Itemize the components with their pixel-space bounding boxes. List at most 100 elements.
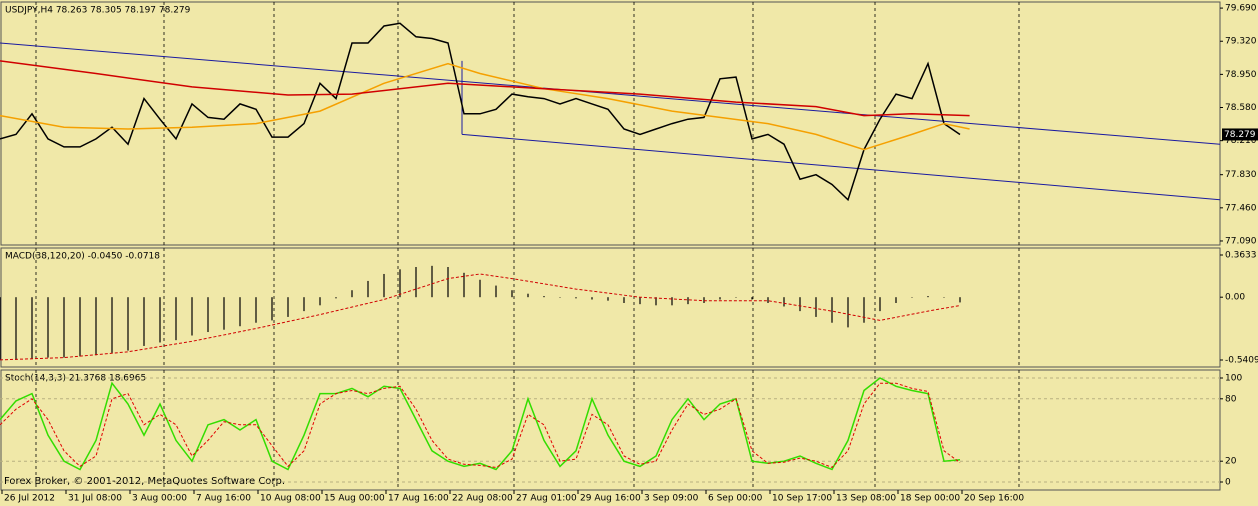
macd-bar	[527, 293, 529, 298]
x-tick-label: 31 Jul 08:00	[68, 494, 122, 504]
macd-bar	[79, 297, 81, 357]
macd-bar	[751, 297, 753, 300]
macd-bar	[767, 297, 769, 303]
macd-bar	[671, 297, 673, 306]
y-tick-label: 20	[1225, 457, 1237, 467]
y-tick-label: 0	[1225, 477, 1231, 487]
macd-bar	[159, 297, 161, 343]
macd-bar	[287, 297, 289, 317]
y-tick-label: -0.5409	[1225, 355, 1258, 365]
macd-bar	[863, 297, 865, 323]
x-tick-label: 15 Aug 00:00	[324, 494, 385, 504]
macd-bar	[399, 269, 401, 298]
x-tick-label: 27 Aug 01:00	[516, 494, 577, 504]
macd-bar	[815, 297, 817, 317]
macd-bar	[191, 297, 193, 336]
macd-bar	[47, 297, 49, 358]
series-line	[0, 273, 961, 361]
x-tick-label: 22 Aug 08:00	[452, 494, 513, 504]
macd-bar	[655, 297, 657, 306]
macd-bar	[463, 272, 465, 298]
series-line	[0, 60, 970, 117]
macd-bar	[799, 297, 801, 312]
macd-bar	[415, 266, 417, 298]
x-tick-label: 3 Sep 09:00	[644, 494, 699, 504]
y-tick-label: 78.950	[1225, 70, 1257, 80]
macd-bar	[559, 297, 561, 298]
macd-bar	[575, 297, 577, 299]
x-tick-label: 3 Aug 00:00	[132, 494, 187, 504]
y-tick-label: 77.090	[1225, 236, 1257, 246]
y-tick-label: 78.580	[1225, 103, 1257, 113]
x-tick-label: 6 Sep 00:00	[708, 494, 763, 504]
macd-bar	[303, 297, 305, 312]
x-tick-label: 13 Sep 08:00	[836, 494, 896, 504]
macd-bar	[479, 279, 481, 298]
macd-bar	[127, 297, 129, 351]
y-tick-label: 0.3633	[1225, 251, 1257, 261]
macd-panel	[0, 247, 1221, 368]
macd-bar	[175, 297, 177, 341]
x-tick-label: 10 Sep 17:00	[772, 494, 832, 504]
x-tick-label: 26 Jul 2012	[4, 494, 55, 504]
macd-bar	[383, 273, 385, 298]
macd-bar	[959, 297, 961, 303]
macd-bar	[239, 297, 241, 327]
macd-bar	[143, 297, 145, 346]
y-tick-label: 100	[1225, 374, 1242, 384]
macd-bar	[223, 297, 225, 330]
macd-bar	[335, 297, 337, 299]
macd-bar	[255, 297, 257, 323]
macd-bar	[623, 297, 625, 303]
macd-title: MACD(38,120,20) -0.0450 -0.0718	[5, 252, 160, 262]
macd-bar	[687, 297, 689, 305]
y-tick-label: 0.00	[1225, 293, 1245, 303]
series-line	[0, 382, 961, 468]
price-panel	[0, 1, 1221, 246]
last-price-label: 78.279	[1224, 130, 1256, 140]
price-title: USDJPY,H4 78.263 78.305 78.197 78.279	[5, 6, 191, 16]
macd-bar	[495, 285, 497, 298]
macd-bar	[783, 297, 785, 307]
x-tick-label: 17 Aug 16:00	[388, 494, 449, 504]
macd-bar	[719, 297, 721, 300]
macd-bar	[591, 297, 593, 300]
macd-bar	[735, 297, 737, 298]
x-tick-label: 7 Aug 16:00	[196, 494, 251, 504]
macd-bar	[431, 265, 433, 298]
series-line	[0, 22, 961, 202]
macd-bar	[15, 297, 17, 360]
y-tick-label: 78.210	[1225, 136, 1257, 146]
macd-bar	[207, 297, 209, 333]
macd-bar	[319, 297, 321, 306]
macd-bar	[351, 290, 353, 298]
macd-bar	[927, 296, 929, 298]
macd-bar	[95, 297, 97, 356]
macd-bar	[367, 280, 369, 298]
macd-bar	[943, 297, 945, 298]
macd-bar	[879, 297, 881, 312]
x-tick-label: 10 Aug 08:00	[260, 494, 321, 504]
y-tick-label: 77.460	[1225, 203, 1257, 213]
stoch-panel	[0, 369, 1221, 491]
y-tick-label: 77.830	[1225, 170, 1257, 180]
macd-bar	[895, 297, 897, 303]
macd-bar	[511, 290, 513, 298]
stoch-title: Stoch(14,3,3) 21.3768 18.6965	[5, 374, 146, 384]
macd-bar	[63, 297, 65, 358]
series-line	[0, 377, 961, 471]
y-tick-label: 79.690	[1225, 4, 1257, 14]
trendline	[0, 42, 1221, 145]
macd-bar	[911, 297, 913, 298]
macd-bar	[639, 297, 641, 305]
x-tick-label: 18 Sep 00:00	[900, 494, 960, 504]
macd-bar	[0, 297, 1, 360]
macd-bar	[447, 266, 449, 298]
macd-bar	[111, 297, 113, 353]
macd-bar	[607, 297, 609, 301]
macd-bar	[703, 297, 705, 303]
x-tick-label: 29 Aug 16:00	[580, 494, 641, 504]
macd-bar	[31, 297, 33, 359]
